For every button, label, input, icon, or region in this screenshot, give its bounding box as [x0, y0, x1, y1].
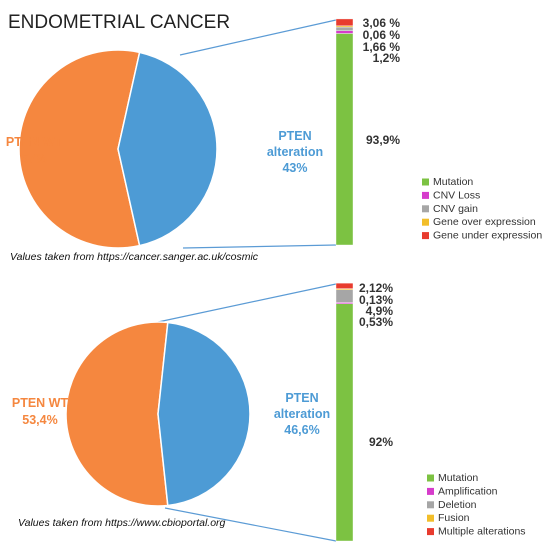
legend-swatch-4: [427, 528, 434, 536]
bar-value-label-4: 3,06 %: [363, 16, 401, 30]
bar-value-label-4: 2,12%: [359, 281, 393, 295]
pie-label-alteration-line1: PTEN: [278, 129, 311, 143]
legend-label-4: Gene under expression: [433, 230, 542, 242]
pie-label-alteration-line2: alteration: [267, 145, 323, 159]
pie-value-wt: 53,4%: [22, 413, 57, 427]
bar-value-label-1: 1,2%: [373, 51, 401, 65]
bar-segment-4: [335, 282, 354, 289]
bar-value-label-0: 93,9%: [366, 133, 400, 147]
pie-slice-pten-alteration: [117, 51, 218, 247]
legend-swatch-2: [427, 501, 434, 509]
legend-swatch-1: [427, 487, 434, 495]
pie-value-alteration: 46,6%: [284, 423, 319, 437]
bar-value-label-2: 4,9%: [366, 304, 394, 318]
legend-label-0: Mutation: [438, 472, 478, 484]
legend-swatch-3: [427, 514, 434, 522]
legend-label-3: Fusion: [438, 512, 470, 524]
pie-slice-pten-wt: [65, 321, 169, 507]
source-note: Values taken from https://cancer.sanger.…: [10, 251, 259, 263]
legend-swatch-0: [427, 474, 434, 482]
legend-swatch-4: [422, 232, 429, 240]
connector-line-top: [157, 283, 337, 323]
source-note: Values taken from https://www.cbioportal…: [18, 517, 226, 529]
legend-swatch-1: [422, 191, 429, 199]
pie-label-alteration-line2: alteration: [274, 407, 330, 421]
page-title: ENDOMETRIAL CANCER: [8, 12, 230, 33]
bar-segment-0: [335, 33, 354, 246]
pie-slice-pten-alteration: [157, 321, 251, 507]
connector-line-bottom: [182, 244, 337, 249]
bar-segment-2: [335, 26, 354, 31]
legend-swatch-0: [422, 178, 429, 186]
pie-label-wt: PTEN WT: [12, 396, 69, 410]
legend-label-0: Mutation: [433, 176, 473, 188]
bar-value-label-0: 92%: [369, 435, 393, 449]
connector-line-bottom: [164, 507, 337, 542]
bar-segment-1: [335, 30, 354, 34]
bar-value-label-2: 1,66 %: [363, 40, 401, 54]
legend-swatch-3: [422, 218, 429, 226]
pie-slice-pten-wt: [18, 49, 141, 249]
legend-label-2: Deletion: [438, 499, 477, 511]
legend-label-1: CNV Loss: [433, 189, 480, 201]
legend-label-2: CNV gain: [433, 203, 478, 215]
pie-label-wt: PTEN WT: [6, 135, 63, 149]
connector-line-top: [179, 19, 337, 56]
bar-segment-0: [335, 303, 354, 542]
bar-segment-4: [335, 18, 354, 27]
bar-value-label-3: 0,06 %: [363, 28, 401, 42]
legend-label-4: Multiple alterations: [438, 526, 526, 538]
legend-label-3: Gene over expression: [433, 216, 536, 228]
bar-value-label-1: 0,53%: [359, 315, 393, 329]
bar-segment-2: [335, 289, 354, 303]
pie-value-alteration: 43%: [282, 161, 307, 175]
pie-value-wt: 57%: [21, 152, 46, 166]
pie-label-alteration-line1: PTEN: [285, 391, 318, 405]
bar-segment-1: [335, 302, 354, 305]
legend-label-1: Amplification: [438, 485, 498, 497]
legend-swatch-2: [422, 205, 429, 213]
bar-value-label-3: 0,13%: [359, 293, 393, 307]
